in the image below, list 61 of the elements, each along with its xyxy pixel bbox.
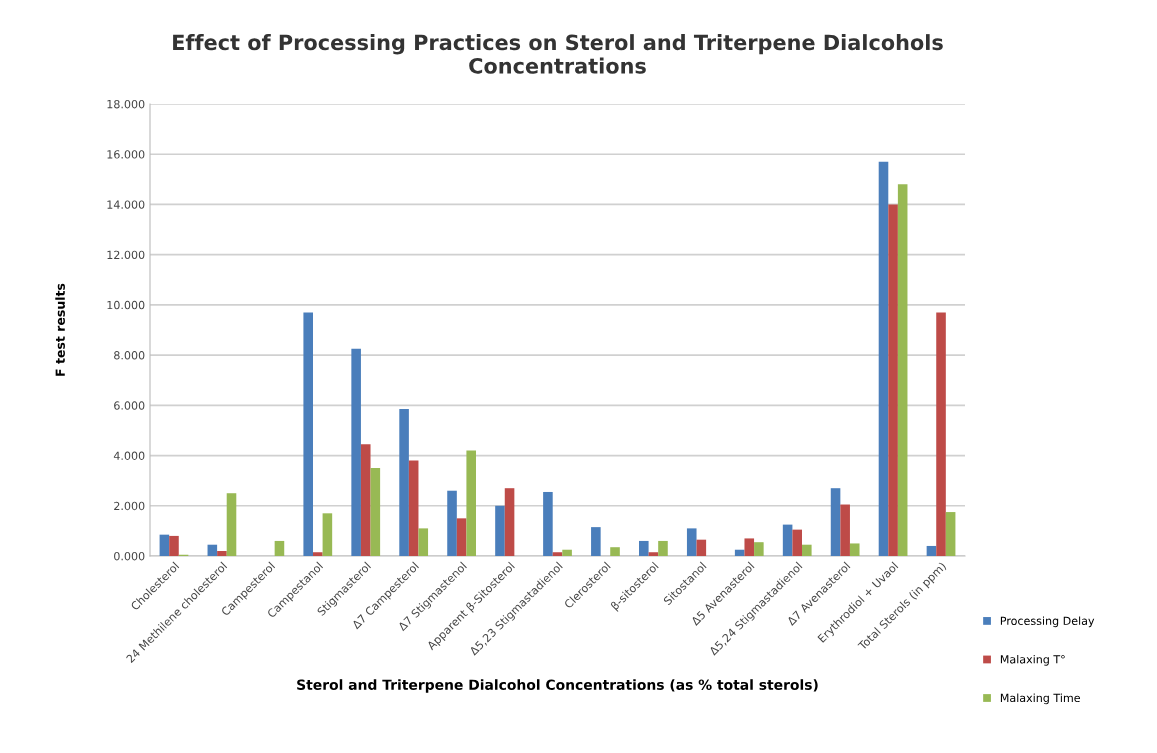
y-tick-label: 2.000 [114, 501, 145, 511]
bar [591, 527, 601, 556]
bar [543, 491, 553, 556]
bar [303, 312, 313, 556]
bar [936, 312, 946, 556]
bar [456, 518, 467, 556]
x-axis-title: Sterol and Triterpene Dialcohol Concentrations (as % total sterols) [297, 679, 818, 693]
bar [169, 535, 179, 556]
bar [562, 549, 572, 556]
bar [466, 450, 476, 556]
bar [274, 540, 285, 556]
bar [447, 490, 457, 556]
bar [849, 543, 860, 556]
bar [159, 534, 170, 556]
bar [945, 512, 956, 556]
bar [226, 493, 237, 556]
y-tick-label: 0.000 [114, 551, 145, 561]
bar [696, 539, 707, 556]
bar [322, 513, 333, 556]
bar [878, 161, 889, 556]
bar [360, 444, 371, 556]
legend-label: Malaxing T° [1000, 654, 1065, 666]
bar [840, 504, 850, 556]
bar [504, 488, 515, 556]
bar [744, 538, 755, 556]
bar [610, 547, 620, 556]
y-tick-label: 16.000 [107, 150, 145, 159]
bar [207, 544, 218, 556]
y-tick-label: 12.000 [107, 250, 145, 260]
bar [418, 528, 429, 556]
bar [888, 204, 898, 556]
legend-label: Processing Delay [1000, 616, 1095, 628]
bar [399, 409, 409, 556]
bar [648, 552, 659, 556]
bar [313, 552, 323, 556]
bar [370, 468, 381, 556]
y-axis-title: F test results [55, 283, 65, 376]
y-tick-label: 10.000 [107, 300, 145, 310]
bar [686, 528, 697, 556]
y-tick-label: 8.000 [114, 351, 145, 360]
bar [802, 544, 812, 556]
y-tick-label: 6.000 [114, 401, 145, 410]
bar [792, 529, 802, 556]
bar [754, 542, 764, 556]
bar [830, 488, 841, 556]
bar [552, 552, 563, 556]
bar [639, 540, 649, 556]
bar [782, 524, 793, 556]
legend-label: Malaxing Time [1000, 693, 1080, 705]
bar [734, 549, 745, 556]
chart-title: Effect of Processing Practices on Sterol and Triterpene Dialcohols Concentrations [173, 34, 943, 74]
y-tick-label: 14.000 [107, 200, 145, 209]
bar [408, 460, 419, 556]
bar [926, 545, 937, 556]
bar [217, 550, 227, 556]
bar [658, 540, 668, 556]
y-tick-label: 4.000 [113, 451, 145, 460]
bar [495, 505, 505, 556]
bar [897, 184, 908, 556]
y-tick-label: 18.000 [107, 99, 145, 109]
bar [351, 348, 361, 556]
